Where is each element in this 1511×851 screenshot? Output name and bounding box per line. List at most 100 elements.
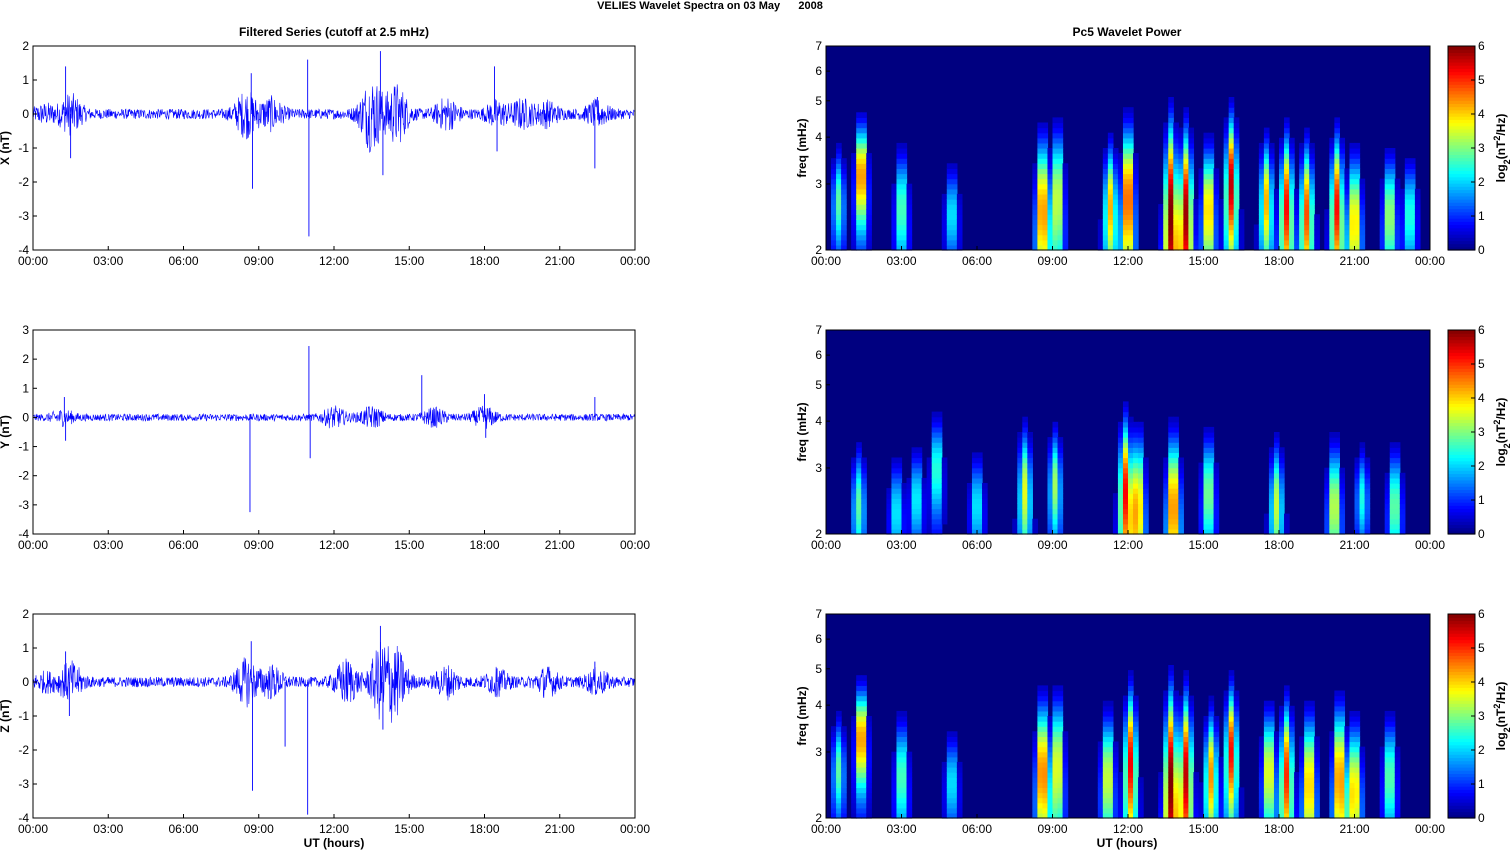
wavelet-cell	[1384, 716, 1391, 722]
wavelet-cell	[861, 117, 867, 124]
wavelet-cell	[1238, 219, 1245, 226]
wavelet-cell	[1339, 756, 1346, 763]
wavelet-cell	[1178, 132, 1184, 139]
wavelet-cell	[1128, 812, 1134, 819]
wavelet-cell	[1394, 792, 1401, 799]
wavelet-cell	[1122, 107, 1129, 113]
wavelet-cell	[856, 695, 862, 702]
wavelet-cell	[1304, 721, 1310, 727]
wavelet-cell	[1188, 142, 1195, 149]
wavelet-cell	[1047, 229, 1054, 236]
wavelet-cell	[1329, 158, 1335, 164]
wavelet-cell	[1334, 523, 1340, 530]
wavelet-cell	[1168, 772, 1174, 778]
colorbar-step	[1448, 703, 1475, 708]
wavelet-cell	[1309, 772, 1315, 778]
wavelet-cell	[1128, 802, 1134, 809]
wavelet-cell	[1354, 797, 1361, 804]
wavelet-cell	[921, 508, 928, 515]
wavelet-cell	[941, 518, 948, 525]
wavelet-cell	[1354, 741, 1361, 748]
wavelet-cell	[1022, 528, 1028, 535]
wavelet-cell	[906, 244, 913, 251]
wavelet-cell	[1173, 452, 1179, 459]
colorbar-step	[1448, 802, 1475, 806]
wavelet-cell	[1047, 224, 1054, 231]
wavelet-cell	[1294, 782, 1300, 788]
wavelet-cell	[906, 528, 913, 535]
wavelet-cell	[861, 244, 867, 251]
wavelet-cell	[1233, 132, 1240, 139]
wavelet-cell	[856, 513, 862, 520]
wavelet-cell	[916, 513, 923, 520]
wavelet-cell	[896, 508, 903, 515]
wavelet-cell	[1188, 132, 1195, 139]
wavelet-cell	[1223, 777, 1230, 783]
wavelet-cell	[1273, 229, 1280, 236]
wavelet-cell	[1273, 214, 1280, 220]
wavelet-cell	[1047, 467, 1054, 474]
wavelet-cell	[1163, 756, 1169, 763]
wavelet-cell	[1122, 741, 1129, 748]
wavelet-cell	[1037, 736, 1044, 743]
wavelet-cell	[1183, 680, 1189, 686]
wavelet-cell	[1233, 122, 1240, 129]
wavelet-cell	[891, 488, 898, 494]
colorbar-step	[1448, 400, 1475, 404]
colorbar-step	[1448, 649, 1475, 653]
wavelet-cell	[856, 178, 862, 185]
colorbar-step	[1448, 349, 1475, 353]
wavelet-cell	[861, 178, 867, 185]
wavelet-cell	[1304, 741, 1310, 748]
wavelet-cell	[1309, 741, 1315, 748]
colorbar-step	[1448, 492, 1475, 497]
wavelet-cell	[1233, 731, 1240, 737]
wavelet-cell	[1122, 229, 1129, 236]
wavelet-cell	[1128, 153, 1134, 159]
wavelet-cell	[1057, 528, 1064, 535]
wavelet-cell	[1268, 467, 1275, 474]
wavelet-cell	[1284, 731, 1290, 737]
wavelet-cell	[1329, 457, 1335, 464]
colorbar-step	[1448, 811, 1475, 816]
wavelet-cell	[1263, 132, 1270, 139]
wavelet-cell	[1122, 411, 1129, 418]
wavelet-cell	[977, 472, 983, 479]
wavelet-cell	[977, 483, 983, 489]
wavelet-cell	[1133, 787, 1139, 794]
wavelet-cell	[1027, 447, 1033, 453]
wavelet-cell	[1052, 736, 1059, 743]
wavelet-cell	[1233, 721, 1240, 727]
wavelet-cell	[1233, 690, 1240, 697]
wavelet-cell	[1047, 244, 1054, 251]
wavelet-cell	[1112, 183, 1119, 190]
wavelet-cell	[1233, 782, 1240, 788]
wavelet-cell	[1233, 199, 1240, 205]
wavelet-cell	[1334, 518, 1340, 525]
wavelet-cell	[1289, 761, 1295, 768]
wavelet-cell	[1178, 153, 1184, 159]
wavelet-cell	[1047, 209, 1054, 215]
wavelet-cell	[1299, 193, 1305, 200]
series-xtick-label: 09:00	[244, 822, 274, 836]
wavelet-cell	[931, 513, 938, 520]
wavelet-cell	[1062, 168, 1069, 175]
wavelet-cell	[1022, 437, 1028, 443]
wavelet-cell	[1203, 741, 1210, 748]
wavelet-cell	[851, 782, 857, 788]
wavelet-cell	[851, 716, 857, 722]
wavelet-cell	[1117, 437, 1124, 443]
wavelet-cell	[1289, 148, 1295, 154]
wavelet-cell	[911, 508, 918, 515]
wavelet-cell	[851, 726, 857, 732]
wavelet-cell	[1309, 142, 1315, 149]
wavelet-cell	[1299, 153, 1305, 159]
wavelet-cell	[1329, 503, 1335, 510]
wavelet-cell	[1263, 802, 1270, 809]
wavelet-cell	[1198, 802, 1205, 809]
wavelet-cell	[1354, 523, 1361, 530]
wavelet-cell	[1389, 234, 1396, 241]
colorbar-step	[1448, 665, 1475, 669]
wavelet-cell	[866, 767, 872, 773]
wavelet-cell	[831, 199, 837, 205]
